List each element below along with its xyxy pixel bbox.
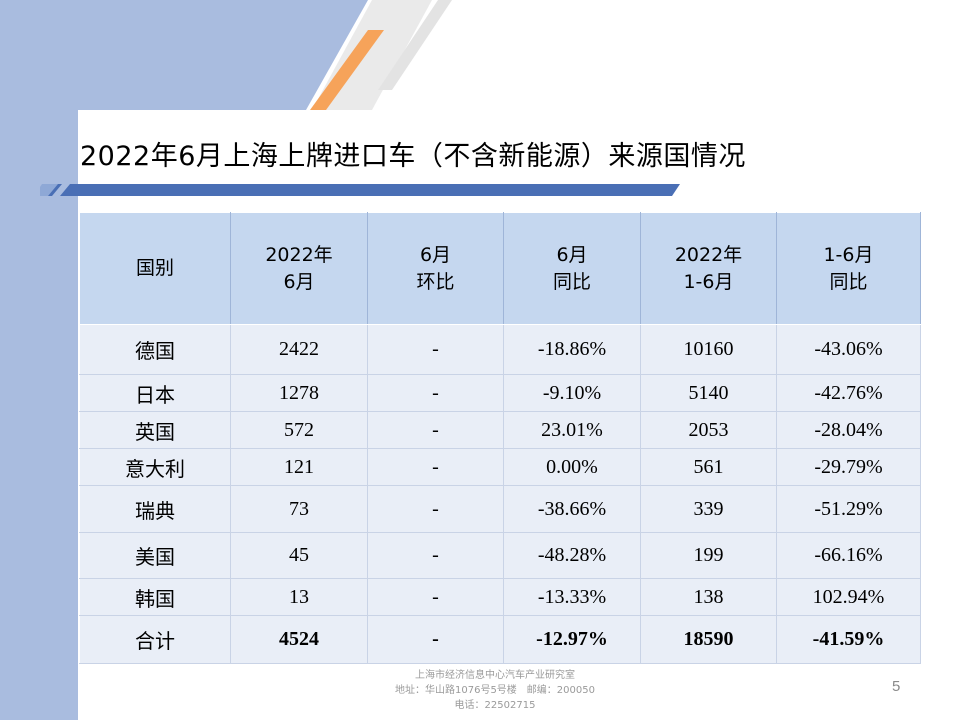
ytd-volume-cell: 2053 — [640, 411, 777, 449]
header-jan-jun-2022: 2022年 1-6月 — [640, 212, 777, 325]
june-mom-cell: - — [367, 485, 504, 533]
june-yoy-cell: -9.10% — [503, 374, 641, 412]
page-number: 5 — [892, 678, 901, 695]
header-jan-jun-yoy: 1-6月 同比 — [776, 212, 921, 325]
footer-org: 上海市经济信息中心汽车产业研究室 — [415, 670, 575, 681]
country-cell: 日本 — [79, 374, 231, 412]
country-cell: 瑞典 — [79, 485, 231, 533]
table-row: 意大利 121 - 0.00% 561 -29.79% — [79, 448, 921, 486]
june-mom-cell: - — [367, 324, 504, 375]
total-june-volume-cell: 4524 — [230, 615, 368, 664]
total-june-yoy-cell: -12.97% — [503, 615, 641, 664]
country-cell: 美国 — [79, 532, 231, 579]
header-decoration — [0, 0, 452, 110]
june-yoy-cell: 0.00% — [503, 448, 641, 486]
ytd-yoy-cell: -28.04% — [776, 411, 921, 449]
footer-phone: 电话：22502715 — [454, 700, 536, 711]
footer-address: 地址：华山路1076号5号楼 邮编：200050 — [395, 685, 595, 696]
june-yoy-cell: 23.01% — [503, 411, 641, 449]
content-panel — [78, 110, 960, 190]
june-mom-cell: - — [367, 578, 504, 616]
header-country: 国别 — [79, 212, 231, 325]
june-mom-cell: - — [367, 532, 504, 579]
total-june-mom-cell: - — [367, 615, 504, 664]
ytd-volume-cell: 5140 — [640, 374, 777, 412]
title-underline — [40, 184, 680, 196]
table-header-row: 国别 2022年 6月 6月 环比 6月 同比 2022年 1-6月 1-6月 … — [79, 212, 921, 325]
import-source-table: 国别 2022年 6月 6月 环比 6月 同比 2022年 1-6月 1-6月 … — [79, 212, 921, 664]
june-volume-cell: 121 — [230, 448, 368, 486]
table-row: 韩国 13 - -13.33% 138 102.94% — [79, 578, 921, 616]
footer-contact: 上海市经济信息中心汽车产业研究室 地址：华山路1076号5号楼 邮编：20005… — [365, 668, 625, 713]
header-june-mom: 6月 环比 — [367, 212, 504, 325]
table-row: 美国 45 - -48.28% 199 -66.16% — [79, 532, 921, 579]
table-total-row: 合计 4524 - -12.97% 18590 -41.59% — [79, 615, 921, 664]
table-row: 德国 2422 - -18.86% 10160 -43.06% — [79, 324, 921, 375]
total-ytd-yoy-cell: -41.59% — [776, 615, 921, 664]
june-mom-cell: - — [367, 374, 504, 412]
table-row: 日本 1278 - -9.10% 5140 -42.76% — [79, 374, 921, 412]
june-mom-cell: - — [367, 411, 504, 449]
country-cell: 英国 — [79, 411, 231, 449]
ytd-volume-cell: 561 — [640, 448, 777, 486]
ytd-volume-cell: 10160 — [640, 324, 777, 375]
june-mom-cell: - — [367, 448, 504, 486]
total-ytd-volume-cell: 18590 — [640, 615, 777, 664]
ytd-volume-cell: 339 — [640, 485, 777, 533]
june-volume-cell: 45 — [230, 532, 368, 579]
ytd-yoy-cell: -29.79% — [776, 448, 921, 486]
ytd-yoy-cell: 102.94% — [776, 578, 921, 616]
header-june-2022: 2022年 6月 — [230, 212, 368, 325]
june-volume-cell: 1278 — [230, 374, 368, 412]
june-yoy-cell: -48.28% — [503, 532, 641, 579]
june-yoy-cell: -18.86% — [503, 324, 641, 375]
header-june-yoy: 6月 同比 — [503, 212, 641, 325]
total-label-cell: 合计 — [79, 615, 231, 664]
slide-sidebar-band — [0, 0, 78, 720]
country-cell: 韩国 — [79, 578, 231, 616]
ytd-yoy-cell: -43.06% — [776, 324, 921, 375]
ytd-volume-cell: 138 — [640, 578, 777, 616]
country-cell: 意大利 — [79, 448, 231, 486]
ytd-yoy-cell: -66.16% — [776, 532, 921, 579]
june-yoy-cell: -38.66% — [503, 485, 641, 533]
june-yoy-cell: -13.33% — [503, 578, 641, 616]
june-volume-cell: 13 — [230, 578, 368, 616]
slide-title: 2022年6月上海上牌进口车（不含新能源）来源国情况 — [80, 141, 746, 172]
table-row: 瑞典 73 - -38.66% 339 -51.29% — [79, 485, 921, 533]
june-volume-cell: 572 — [230, 411, 368, 449]
june-volume-cell: 73 — [230, 485, 368, 533]
ytd-yoy-cell: -51.29% — [776, 485, 921, 533]
june-volume-cell: 2422 — [230, 324, 368, 375]
country-cell: 德国 — [79, 324, 231, 375]
ytd-yoy-cell: -42.76% — [776, 374, 921, 412]
table-row: 英国 572 - 23.01% 2053 -28.04% — [79, 411, 921, 449]
ytd-volume-cell: 199 — [640, 532, 777, 579]
